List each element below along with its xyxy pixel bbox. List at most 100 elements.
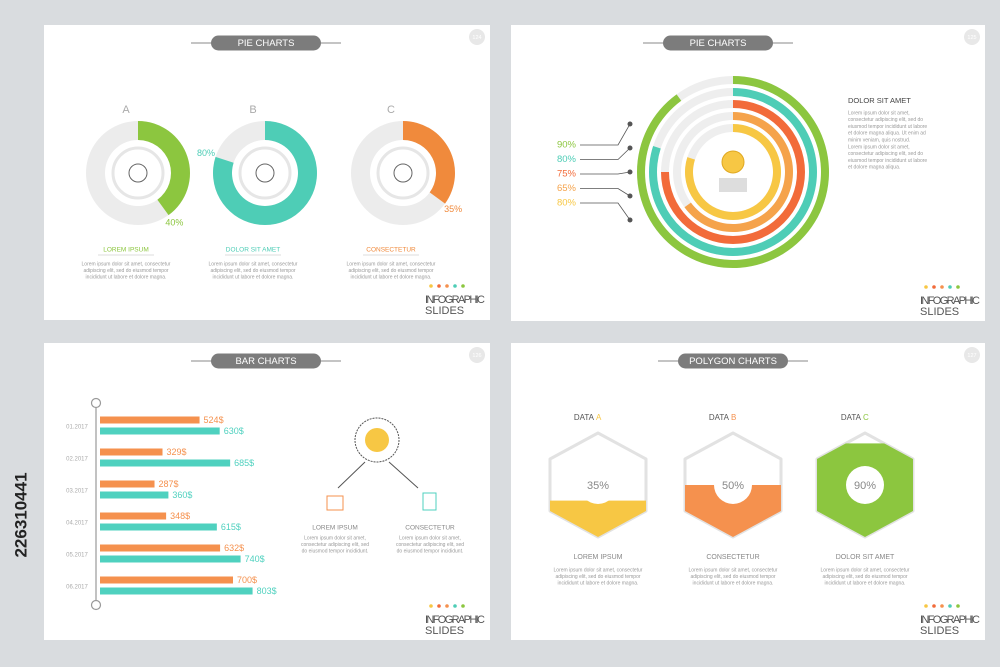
body-text: adipiscing elit, sed do eiusmod tempor: [348, 268, 433, 274]
connector-dot: [627, 121, 633, 127]
body-text: eiusmod tempor incididunt ut labore: [848, 158, 927, 164]
bar: [100, 555, 241, 563]
logo-dot: [956, 285, 960, 289]
body-text: Lorem ipsum dolor sit amet,: [304, 535, 366, 541]
slide-title: BAR CHARTS: [235, 356, 296, 367]
body-text: adipiscing elit, sed do eiusmod tempor: [210, 268, 295, 274]
body-text: consectetur adipiscing elit, sed: [396, 542, 464, 548]
page-number: 125: [967, 35, 976, 41]
bar-value-label: 329$: [167, 447, 187, 457]
page-number: 126: [472, 353, 481, 359]
pie-inner: [376, 146, 430, 200]
bar: [100, 459, 231, 467]
connector-dot: [627, 145, 633, 151]
body-text: consectetur adipiscing elit, sed do: [848, 117, 923, 123]
logo-top: INFOGRAPHIC: [425, 294, 485, 306]
body-text: do eiusmod tempor incididunt.: [397, 548, 464, 554]
logo-top: INFOGRAPHIC: [920, 295, 980, 307]
body-text: incididunt ut labore et dolore magna.: [351, 274, 432, 280]
logo-dot: [453, 604, 457, 608]
ring-value-label: 75%: [557, 169, 577, 180]
body-text: adipiscing elit, sed do eiusmod tempor: [822, 574, 907, 580]
body-text: incididunt ut labore et dolore magna.: [86, 274, 167, 280]
pie-arc: [212, 121, 317, 225]
slide-title: PIE CHARTS: [238, 38, 295, 49]
pie-caption: LOREM IPSUM: [103, 247, 149, 254]
pie-value-label: 80%: [197, 148, 215, 158]
timeline-end: [90, 397, 102, 409]
hex-caption: CONSECTETUR: [706, 554, 759, 561]
body-text: et dolore magna aliqua. Ut enim ad: [848, 131, 926, 137]
pie-letter: C: [387, 104, 395, 116]
body-text: eiusmod tempor incididunt ut labore: [848, 124, 927, 130]
diagram-caption: LOREM IPSUM: [312, 525, 358, 532]
connector-dot: [627, 193, 633, 199]
title-pill: [211, 35, 321, 51]
hex-label: DATA: [709, 413, 730, 422]
hex-center: [579, 466, 617, 504]
bar-value-label: 803$: [257, 586, 277, 596]
bar-category: 02.2017: [66, 457, 88, 463]
hex-caption: LOREM IPSUM: [573, 554, 622, 561]
body-text: Lorem ipsum dolor sit amet, consectetur: [689, 567, 778, 573]
logo-bottom: SLIDES: [920, 306, 959, 318]
pie-icon: [393, 163, 413, 183]
ring-value-label: 80%: [557, 198, 577, 209]
hex-label: DATA: [841, 413, 862, 422]
body-text: Lorem ipsum dolor sit amet, consectetur: [82, 261, 171, 267]
logo-bottom: SLIDES: [425, 305, 464, 317]
body-text: Lorem ipsum dolor sit amet,: [848, 110, 910, 116]
bar-value-label: 615$: [221, 522, 241, 532]
slide-title: POLYGON CHARTS: [689, 356, 777, 367]
pie-value-label: 40%: [165, 218, 183, 228]
bar-value-label: 360$: [172, 490, 192, 500]
body-text: Lorem ipsum dolor sit amet, consectetur: [554, 567, 643, 573]
slide-title: PIE CHARTS: [690, 38, 747, 49]
arrow: [337, 461, 419, 489]
logo-dot: [453, 284, 457, 288]
title-pill: [678, 353, 788, 369]
pie-letter: A: [122, 104, 130, 116]
ring-value-label: 65%: [557, 183, 577, 194]
ring-connector: [580, 202, 631, 221]
logo-top: INFOGRAPHIC: [920, 614, 980, 626]
wallet-icon: [326, 495, 344, 511]
hex-letter: B: [731, 413, 736, 422]
body-text: minim veniam, quis nostrud.: [848, 138, 910, 144]
bar: [100, 448, 163, 456]
body-text: consectetur adipiscing elit, sed do: [848, 151, 923, 157]
logo-dot: [932, 604, 936, 608]
bar: [100, 587, 253, 595]
hex-value-label: 90%: [854, 480, 876, 492]
bar-value-label: 287$: [159, 479, 179, 489]
body-text: Lorem ipsum dolor sit amet, consectetur: [821, 567, 910, 573]
page-number: 127: [967, 353, 976, 359]
logo-dot: [445, 604, 449, 608]
body-text: do eiusmod tempor incididunt.: [302, 548, 369, 554]
logo-bottom: SLIDES: [425, 625, 464, 637]
diagram-caption: CONSECTETUR: [405, 525, 455, 532]
bar-value-label: 685$: [234, 458, 254, 468]
slide: [511, 25, 985, 321]
bar-category: 01.2017: [66, 425, 88, 431]
body-text: Lorem ipsum dolor sit amet,: [848, 144, 910, 150]
bar: [100, 512, 167, 520]
hex-label: DATA: [574, 413, 595, 422]
page-badge: [469, 29, 485, 45]
bar-value-label: 630$: [224, 426, 244, 436]
logo-dot: [429, 284, 433, 288]
hex-center: [714, 466, 752, 504]
body-text: incididunt ut labore et dolore magna.: [213, 274, 294, 280]
bar-value-label: 524$: [204, 415, 224, 425]
logo-dot: [437, 284, 441, 288]
ring-connector: [580, 123, 631, 146]
pie-inner: [238, 146, 292, 200]
bar: [100, 427, 220, 435]
body-text: et dolore magna aliqua.: [848, 165, 900, 171]
bar: [100, 576, 233, 584]
hex-value-label: 50%: [722, 480, 744, 492]
logo-dot: [948, 285, 952, 289]
pie-caption: CONSECTETUR: [366, 247, 416, 254]
bar-value-label: 740$: [245, 554, 265, 564]
slide: [44, 25, 490, 320]
